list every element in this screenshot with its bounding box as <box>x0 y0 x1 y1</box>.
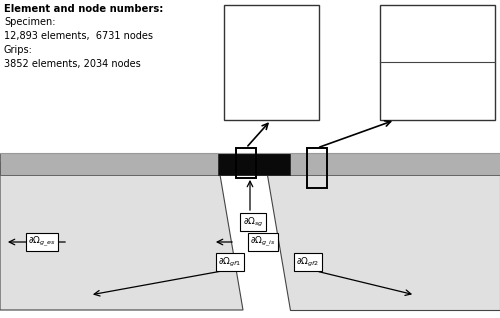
Polygon shape <box>0 163 243 310</box>
Bar <box>218 153 290 175</box>
Bar <box>380 5 495 120</box>
Text: 3852 elements, 2034 nodes: 3852 elements, 2034 nodes <box>4 59 141 69</box>
Text: $\partial\Omega_{g\_es}$: $\partial\Omega_{g\_es}$ <box>28 235 56 249</box>
Text: Grips:: Grips: <box>4 45 33 55</box>
Polygon shape <box>265 163 500 310</box>
Text: $\partial\Omega_{gf1}$: $\partial\Omega_{gf1}$ <box>218 255 242 268</box>
Text: $\partial\Omega_{gf2}$: $\partial\Omega_{gf2}$ <box>296 255 320 268</box>
Text: $\partial\Omega_{g\_is}$: $\partial\Omega_{g\_is}$ <box>250 235 276 249</box>
Text: $\partial\Omega_{sg}$: $\partial\Omega_{sg}$ <box>242 216 264 229</box>
Bar <box>307 148 327 188</box>
Bar <box>0 153 500 175</box>
Bar <box>236 148 256 178</box>
Text: Element and node numbers:: Element and node numbers: <box>4 4 164 14</box>
Text: 12,893 elements,  6731 nodes: 12,893 elements, 6731 nodes <box>4 31 153 41</box>
Text: Specimen:: Specimen: <box>4 17 56 27</box>
Bar <box>224 5 319 120</box>
